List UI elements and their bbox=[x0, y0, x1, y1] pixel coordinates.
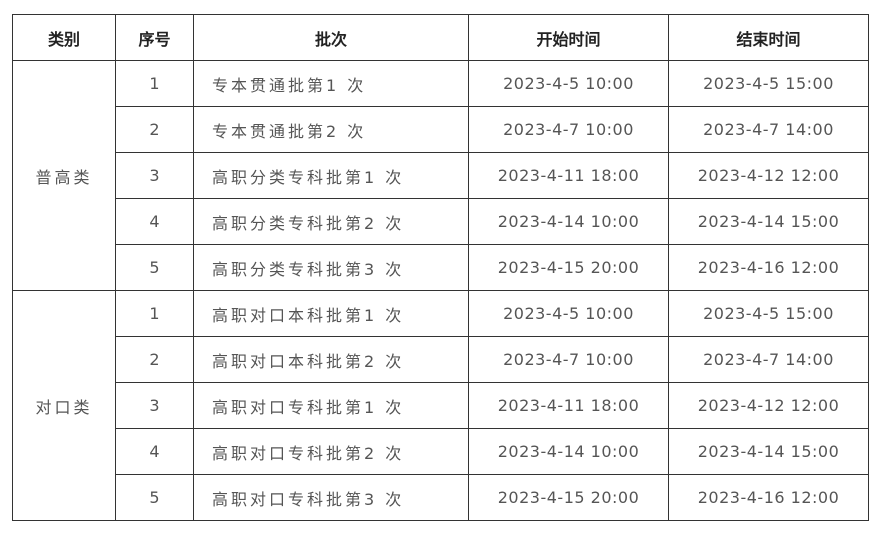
end-time-cell: 2023-4-5 15:00 bbox=[668, 290, 869, 337]
number-cell: 4 bbox=[115, 198, 194, 245]
end-time-cell: 2023-4-16 12:00 bbox=[668, 244, 869, 291]
table-row: 5 高职分类专科批第3 次 2023-4-15 20:00 2023-4-16 12:… bbox=[13, 244, 869, 291]
start-time-cell: 2023-4-11 18:00 bbox=[468, 152, 669, 199]
category-cell: 对口类 bbox=[12, 290, 116, 521]
table-body: 普高类 1 专本贯通批第1 次 2023-4-5 10:00 2023-4-5 15:0… bbox=[12, 60, 869, 521]
end-time-cell: 2023-4-7 14:00 bbox=[668, 336, 869, 383]
batch-cell: 高职对口专科批第3 次 bbox=[193, 474, 469, 521]
batch-cell: 高职对口专科批第1 次 bbox=[193, 382, 469, 429]
start-time-cell: 2023-4-7 10:00 bbox=[468, 106, 669, 153]
table-row: 4 高职对口专科批第2 次 2023-4-14 10:00 2023-4-14 15:… bbox=[13, 428, 869, 475]
number-cell: 2 bbox=[115, 336, 194, 383]
start-time-cell: 2023-4-14 10:00 bbox=[468, 428, 669, 475]
table-row: 3 高职对口专科批第1 次 2023-4-11 18:00 2023-4-12 12:… bbox=[13, 382, 869, 429]
table-row: 对口类 1 高职对口本科批第1 次 2023-4-5 10:00 2023-4-5 15… bbox=[12, 290, 869, 521]
batch-cell: 高职对口本科批第2 次 bbox=[193, 336, 469, 383]
number-cell: 2 bbox=[115, 106, 194, 153]
number-cell: 3 bbox=[115, 152, 194, 199]
start-time-cell: 2023-4-14 10:00 bbox=[468, 198, 669, 245]
number-cell: 1 bbox=[115, 60, 194, 107]
number-cell: 5 bbox=[115, 474, 194, 521]
category-cell: 普高类 bbox=[12, 60, 116, 291]
schedule-table: 类别 序号 批次 开始时间 结束时间 普高类 1 专本贯通批第1 次 2023-4-5… bbox=[12, 14, 869, 521]
start-time-cell: 2023-4-7 10:00 bbox=[468, 336, 669, 383]
start-time-cell: 2023-4-11 18:00 bbox=[468, 382, 669, 429]
header-number: 序号 bbox=[115, 14, 194, 61]
table-row: 4 高职分类专科批第2 次 2023-4-14 10:00 2023-4-14 15:… bbox=[13, 198, 869, 245]
table-row: 2 专本贯通批第2 次 2023-4-7 10:00 2023-4-7 14:00 bbox=[13, 106, 869, 153]
start-time-cell: 2023-4-15 20:00 bbox=[468, 474, 669, 521]
header-category: 类别 bbox=[12, 14, 116, 61]
number-cell: 3 bbox=[115, 382, 194, 429]
table-row: 普高类 1 专本贯通批第1 次 2023-4-5 10:00 2023-4-5 15:0… bbox=[12, 60, 869, 291]
batch-cell: 专本贯通批第2 次 bbox=[193, 106, 469, 153]
header-batch: 批次 bbox=[193, 14, 469, 61]
number-cell: 5 bbox=[115, 244, 194, 291]
start-time-cell: 2023-4-5 10:00 bbox=[468, 60, 669, 107]
batch-cell: 专本贯通批第1 次 bbox=[193, 60, 469, 107]
table-row: 5 高职对口专科批第3 次 2023-4-15 20:00 2023-4-16 12:… bbox=[13, 474, 869, 521]
number-cell: 1 bbox=[115, 290, 194, 337]
table-row: 3 高职分类专科批第1 次 2023-4-11 18:00 2023-4-12 12:… bbox=[13, 152, 869, 199]
batch-cell: 高职分类专科批第2 次 bbox=[193, 198, 469, 245]
batch-cell: 高职对口专科批第2 次 bbox=[193, 428, 469, 475]
end-time-cell: 2023-4-7 14:00 bbox=[668, 106, 869, 153]
batch-cell: 高职对口本科批第1 次 bbox=[193, 290, 469, 337]
batch-cell: 高职分类专科批第1 次 bbox=[193, 152, 469, 199]
number-cell: 4 bbox=[115, 428, 194, 475]
end-time-cell: 2023-4-14 15:00 bbox=[668, 198, 869, 245]
end-time-cell: 2023-4-14 15:00 bbox=[668, 428, 869, 475]
table-row: 2 高职对口本科批第2 次 2023-4-7 10:00 2023-4-7 14:00 bbox=[13, 336, 869, 383]
header-start-time: 开始时间 bbox=[468, 14, 669, 61]
header-end-time: 结束时间 bbox=[668, 14, 869, 61]
end-time-cell: 2023-4-16 12:00 bbox=[668, 474, 869, 521]
batch-cell: 高职分类专科批第3 次 bbox=[193, 244, 469, 291]
start-time-cell: 2023-4-15 20:00 bbox=[468, 244, 669, 291]
header-row: 类别 序号 批次 开始时间 结束时间 bbox=[12, 14, 869, 61]
end-time-cell: 2023-4-5 15:00 bbox=[668, 60, 869, 107]
start-time-cell: 2023-4-5 10:00 bbox=[468, 290, 669, 337]
end-time-cell: 2023-4-12 12:00 bbox=[668, 382, 869, 429]
end-time-cell: 2023-4-12 12:00 bbox=[668, 152, 869, 199]
